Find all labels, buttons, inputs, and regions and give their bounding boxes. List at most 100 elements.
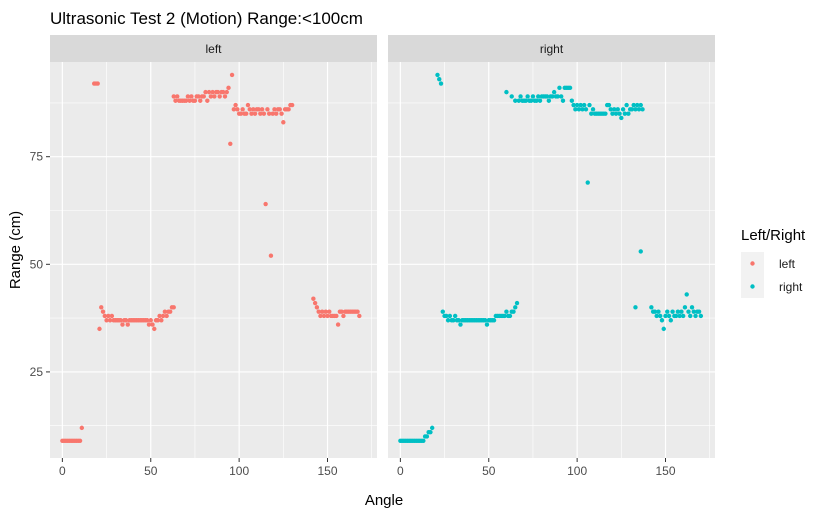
data-point xyxy=(590,107,596,112)
x-tick-label: 50 xyxy=(482,464,496,478)
data-point xyxy=(677,313,682,319)
data-point xyxy=(567,85,573,91)
data-point xyxy=(606,102,612,108)
data-point xyxy=(281,120,286,125)
data-point xyxy=(279,111,284,116)
data-point xyxy=(325,313,330,319)
data-point xyxy=(159,318,164,323)
data-point xyxy=(523,98,529,103)
data-point xyxy=(513,305,518,310)
data-point xyxy=(160,313,166,319)
data-point xyxy=(256,107,261,112)
gridlines xyxy=(388,62,715,458)
gridlines xyxy=(50,62,377,458)
data-point xyxy=(576,107,582,112)
legend-label: right xyxy=(779,280,803,294)
data-point xyxy=(318,313,323,319)
data-point xyxy=(626,111,631,116)
data-point xyxy=(560,98,566,103)
data-point xyxy=(244,111,249,116)
data-point xyxy=(534,98,539,103)
data-point xyxy=(109,313,115,319)
data-point xyxy=(314,305,320,310)
data-point xyxy=(673,313,679,319)
data-point xyxy=(107,318,113,323)
data-point xyxy=(679,309,684,314)
data-point xyxy=(603,111,608,116)
data-point xyxy=(150,322,155,327)
data-point xyxy=(649,305,654,310)
data-point xyxy=(668,318,674,323)
data-point xyxy=(155,318,161,323)
data-point xyxy=(201,94,206,99)
data-point xyxy=(229,72,235,78)
data-point xyxy=(638,102,643,108)
data-point xyxy=(569,98,575,103)
facet-panel-left: left 0 50 100 150 25 50 75 xyxy=(30,35,377,478)
data-point xyxy=(226,85,231,91)
x-tick-label: 100 xyxy=(229,464,249,478)
x-tick-label: 150 xyxy=(655,464,675,478)
data-point xyxy=(341,313,346,319)
legend: Left/Right left right xyxy=(741,227,806,298)
data-point xyxy=(157,313,162,319)
y-tick-label: 25 xyxy=(30,365,44,379)
data-point xyxy=(610,111,615,116)
data-point xyxy=(559,94,564,99)
data-point xyxy=(259,107,265,112)
data-point xyxy=(654,313,659,319)
data-point xyxy=(574,102,580,108)
data-point xyxy=(240,107,245,112)
data-point xyxy=(675,309,681,314)
data-point xyxy=(265,107,270,112)
data-point xyxy=(438,81,444,86)
data-point xyxy=(536,94,541,99)
data-point xyxy=(148,318,153,323)
data-point xyxy=(659,318,665,323)
data-point xyxy=(636,107,642,112)
legend-entry-right: right xyxy=(741,275,803,298)
data-point xyxy=(589,111,594,116)
data-point xyxy=(688,313,693,319)
data-point xyxy=(633,305,638,310)
data-point xyxy=(633,107,638,112)
data-point xyxy=(550,94,555,99)
data-point xyxy=(491,318,497,323)
data-point xyxy=(357,313,362,319)
data-point xyxy=(251,107,256,112)
data-point xyxy=(421,438,426,443)
data-point xyxy=(652,309,658,314)
facet-strip xyxy=(50,35,377,62)
data-point xyxy=(189,94,194,99)
data-point xyxy=(286,107,291,112)
data-point xyxy=(428,429,433,435)
data-point xyxy=(217,94,222,99)
data-point xyxy=(145,318,150,323)
data-point xyxy=(249,111,254,116)
data-point xyxy=(429,425,435,431)
data-point xyxy=(162,309,168,314)
data-point xyxy=(125,322,130,327)
data-point xyxy=(573,107,578,112)
data-point xyxy=(205,98,210,103)
data-point xyxy=(622,111,628,116)
data-point xyxy=(585,180,590,185)
data-point xyxy=(620,107,626,112)
data-point xyxy=(617,111,622,116)
data-point xyxy=(173,98,178,103)
data-point xyxy=(203,89,208,95)
data-point xyxy=(187,98,192,103)
data-point xyxy=(518,94,523,99)
points-left xyxy=(60,72,362,443)
data-point xyxy=(196,94,201,99)
data-point xyxy=(684,292,689,297)
data-point xyxy=(235,107,240,112)
data-point xyxy=(437,77,442,82)
data-point xyxy=(233,102,238,108)
data-point xyxy=(686,309,691,314)
data-point xyxy=(571,102,576,108)
data-point xyxy=(355,309,360,314)
data-point xyxy=(546,98,552,103)
data-point xyxy=(277,107,282,112)
chart-title: Ultrasonic Test 2 (Motion) Range:<100cm xyxy=(50,9,363,28)
